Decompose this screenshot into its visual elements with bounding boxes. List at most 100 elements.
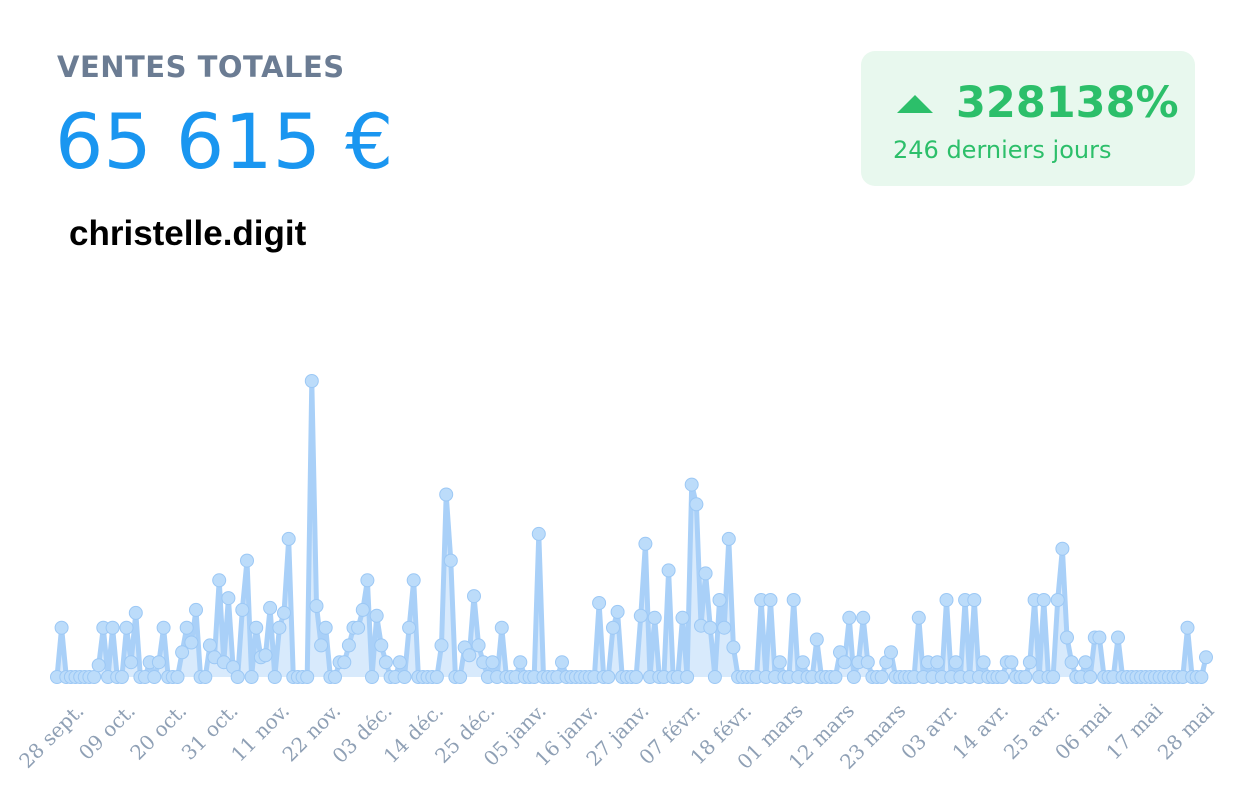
data-point[interactable] bbox=[948, 655, 963, 670]
data-point[interactable] bbox=[91, 658, 106, 673]
data-point[interactable] bbox=[721, 531, 736, 546]
data-point[interactable] bbox=[128, 605, 143, 620]
data-point[interactable] bbox=[1092, 630, 1107, 645]
data-point[interactable] bbox=[633, 608, 648, 623]
data-point[interactable] bbox=[249, 620, 264, 635]
data-point[interactable] bbox=[189, 602, 203, 617]
data-point[interactable] bbox=[272, 620, 287, 635]
data-point[interactable] bbox=[846, 670, 861, 684]
data-point[interactable] bbox=[309, 599, 324, 613]
data-point[interactable] bbox=[240, 553, 254, 568]
data-point[interactable] bbox=[114, 670, 129, 684]
data-point[interactable] bbox=[462, 648, 477, 663]
data-point[interactable] bbox=[689, 497, 704, 512]
data-point[interactable] bbox=[638, 536, 653, 551]
data-point[interactable] bbox=[151, 655, 166, 670]
data-point[interactable] bbox=[772, 655, 787, 670]
data-point[interactable] bbox=[1018, 670, 1033, 684]
data-point[interactable] bbox=[1083, 670, 1098, 684]
data-point[interactable] bbox=[300, 670, 315, 684]
data-point[interactable] bbox=[995, 670, 1010, 684]
data-point[interactable] bbox=[392, 655, 407, 670]
data-point[interactable] bbox=[221, 591, 236, 606]
data-point[interactable] bbox=[341, 638, 356, 653]
data-point[interactable] bbox=[1064, 655, 1079, 670]
data-point[interactable] bbox=[976, 655, 991, 670]
data-point[interactable] bbox=[87, 670, 102, 684]
data-point[interactable] bbox=[378, 655, 393, 670]
data-point[interactable] bbox=[202, 638, 217, 653]
data-point[interactable] bbox=[1199, 650, 1213, 665]
data-point[interactable] bbox=[647, 610, 662, 625]
data-point[interactable] bbox=[874, 670, 889, 684]
data-point[interactable] bbox=[828, 670, 843, 684]
data-point[interactable] bbox=[258, 648, 273, 663]
data-point[interactable] bbox=[717, 620, 732, 635]
data-point[interactable] bbox=[842, 610, 857, 625]
data-point[interactable] bbox=[230, 670, 245, 684]
data-point[interactable] bbox=[513, 655, 528, 670]
data-point[interactable] bbox=[453, 670, 468, 684]
data-point[interactable] bbox=[795, 655, 810, 670]
data-point[interactable] bbox=[351, 620, 366, 635]
data-point[interactable] bbox=[726, 640, 741, 655]
data-point[interactable] bbox=[661, 563, 676, 578]
data-point[interactable] bbox=[911, 610, 926, 625]
data-point[interactable] bbox=[1194, 670, 1209, 684]
data-point[interactable] bbox=[939, 593, 954, 607]
data-point[interactable] bbox=[1060, 630, 1074, 645]
data-point[interactable] bbox=[837, 655, 852, 670]
data-point[interactable] bbox=[610, 604, 625, 619]
data-point[interactable] bbox=[680, 670, 695, 684]
data-point[interactable] bbox=[212, 573, 227, 588]
data-point[interactable] bbox=[170, 670, 185, 684]
data-point[interactable] bbox=[684, 477, 699, 492]
data-point[interactable] bbox=[365, 670, 379, 684]
data-point[interactable] bbox=[786, 593, 801, 607]
data-point[interactable] bbox=[406, 573, 421, 588]
data-point[interactable] bbox=[434, 638, 449, 653]
data-point[interactable] bbox=[698, 566, 713, 581]
data-point[interactable] bbox=[304, 374, 319, 388]
data-point[interactable] bbox=[175, 645, 190, 660]
data-point[interactable] bbox=[703, 620, 718, 635]
data-point[interactable] bbox=[1036, 593, 1051, 607]
data-point[interactable] bbox=[1022, 655, 1037, 670]
data-point[interactable] bbox=[105, 620, 120, 635]
data-point[interactable] bbox=[355, 602, 370, 617]
data-point[interactable] bbox=[712, 593, 727, 607]
data-point[interactable] bbox=[675, 610, 690, 625]
data-point[interactable] bbox=[601, 670, 616, 684]
data-point[interactable] bbox=[179, 620, 194, 635]
data-point[interactable] bbox=[156, 620, 171, 635]
data-point[interactable] bbox=[467, 589, 481, 604]
data-point[interactable] bbox=[281, 531, 296, 546]
data-point[interactable] bbox=[124, 655, 139, 670]
data-point[interactable] bbox=[1180, 620, 1195, 635]
data-point[interactable] bbox=[592, 596, 607, 610]
data-point[interactable] bbox=[369, 608, 384, 623]
data-point[interactable] bbox=[606, 620, 620, 635]
data-point[interactable] bbox=[374, 638, 389, 653]
data-point[interactable] bbox=[263, 600, 278, 615]
data-point[interactable] bbox=[763, 593, 778, 607]
data-point[interactable] bbox=[198, 670, 213, 684]
data-point[interactable] bbox=[147, 670, 162, 684]
data-point[interactable] bbox=[337, 655, 352, 670]
data-point[interactable] bbox=[397, 670, 412, 684]
data-point[interactable] bbox=[1078, 655, 1093, 670]
data-point[interactable] bbox=[443, 553, 458, 568]
data-point[interactable] bbox=[930, 655, 945, 670]
data-point[interactable] bbox=[1050, 593, 1065, 607]
data-point[interactable] bbox=[494, 620, 509, 635]
data-point[interactable] bbox=[244, 670, 259, 684]
data-point[interactable] bbox=[967, 593, 982, 607]
data-point[interactable] bbox=[707, 670, 722, 684]
data-point[interactable] bbox=[1055, 541, 1070, 556]
data-point[interactable] bbox=[318, 620, 333, 635]
data-point[interactable] bbox=[809, 632, 824, 647]
data-point[interactable] bbox=[555, 655, 569, 670]
data-point[interactable] bbox=[1046, 670, 1061, 684]
data-point[interactable] bbox=[235, 602, 250, 617]
data-point[interactable] bbox=[629, 670, 644, 684]
